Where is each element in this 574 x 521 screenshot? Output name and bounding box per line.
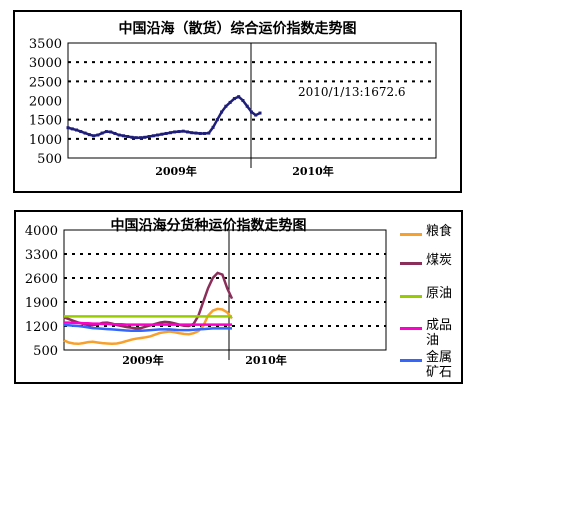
y-tick-label: 1500: [29, 114, 62, 129]
data-point: [113, 131, 117, 135]
data-point: [117, 133, 121, 137]
data-point: [185, 130, 189, 134]
data-point: [211, 125, 215, 129]
data-point: [258, 111, 262, 115]
data-point: [228, 100, 232, 104]
data-point: [126, 135, 130, 139]
data-point: [241, 99, 245, 102]
data-point: [96, 133, 100, 137]
legend-item-metal-ore: 金属矿石: [400, 350, 470, 390]
legend-item-grain: 粮食: [400, 224, 470, 264]
data-point: [139, 136, 143, 140]
plot-area-1: [63, 229, 387, 351]
data-point: [156, 133, 160, 137]
data-point: [100, 131, 104, 135]
data-point: [151, 134, 155, 138]
y-tick-label: 500: [33, 344, 58, 359]
data-point: [254, 113, 258, 117]
x-tick-label: 2009年: [122, 353, 164, 367]
legend-swatch-grain: [400, 233, 422, 236]
data-point: [79, 130, 83, 134]
legend-label-grain: 粮食: [426, 224, 453, 239]
legend-item-crude: 原油: [400, 286, 470, 326]
data-point: [203, 131, 207, 135]
legend-item-product-oil: 成品油: [400, 318, 470, 358]
y-tick-label: 1000: [29, 133, 62, 148]
legend-swatch-coal: [400, 262, 422, 265]
data-point: [245, 104, 249, 108]
legend-swatch-crude: [400, 295, 422, 298]
y-tick-label: 500: [37, 152, 62, 167]
data-point: [194, 131, 198, 135]
data-point: [92, 134, 96, 138]
y-tick-label: 2500: [29, 75, 62, 90]
y-tick-label: 2000: [29, 95, 62, 110]
data-point: [104, 130, 108, 134]
legend-item-coal: 煤炭: [400, 253, 470, 293]
data-point: [173, 130, 177, 134]
data-point: [87, 133, 91, 137]
series-line-煤炭: [63, 271, 234, 330]
data-point: [237, 95, 241, 99]
x-tick-label: 2010年: [292, 164, 334, 178]
y-tick-label: 3000: [29, 56, 62, 71]
data-point: [207, 131, 211, 135]
data-point: [75, 128, 79, 132]
data-point: [130, 135, 134, 139]
data-point: [164, 131, 168, 135]
data-point: [121, 134, 125, 138]
data-point: [249, 110, 253, 114]
chart-title-composite: 中国沿海（散货）综合运价指数走势图: [118, 21, 357, 37]
series-line-成品油: [64, 321, 232, 326]
data-point: [177, 130, 181, 134]
y-tick-label: 1900: [25, 296, 58, 311]
data-point: [190, 131, 194, 135]
y-tick-label: 3300: [25, 248, 58, 263]
data-point: [143, 135, 147, 139]
legend-label-coal: 煤炭: [426, 253, 453, 268]
y-tick-label: 2600: [25, 272, 58, 287]
data-point: [66, 126, 70, 130]
data-point: [168, 131, 172, 135]
chart-panel-composite: 中国沿海（散货）综合运价指数走势图: [13, 10, 462, 193]
y-tick-label: 4000: [25, 224, 58, 239]
data-point: [224, 104, 228, 108]
data-point: [220, 110, 224, 114]
y-tick-label: 1200: [25, 320, 58, 335]
data-point: [232, 97, 236, 101]
legend-label-crude: 原油: [426, 286, 453, 301]
y-tick-label: 3500: [29, 37, 62, 52]
data-point: [198, 131, 202, 135]
data-point: [147, 135, 151, 139]
x-tick-label: 2009年: [155, 164, 197, 178]
x-tick-label: 2010年: [245, 353, 287, 367]
plot-area-0: [67, 42, 437, 159]
series-line-金属矿石: [63, 323, 232, 333]
data-point: [70, 127, 74, 131]
data-annotation: 2010/1/13:1672.6: [298, 85, 406, 99]
data-point: [134, 136, 138, 140]
legend-swatch-metal-ore: [400, 359, 422, 362]
data-point: [109, 130, 113, 134]
data-point: [160, 132, 164, 136]
legend-label-metal-ore: 金属矿石: [426, 350, 453, 380]
legend-label-product-oil: 成品油: [426, 318, 453, 348]
data-point: [215, 118, 219, 122]
series-line-series0: [67, 95, 261, 139]
legend-swatch-product-oil: [400, 327, 422, 330]
data-point: [83, 131, 87, 135]
data-point: [181, 129, 185, 133]
